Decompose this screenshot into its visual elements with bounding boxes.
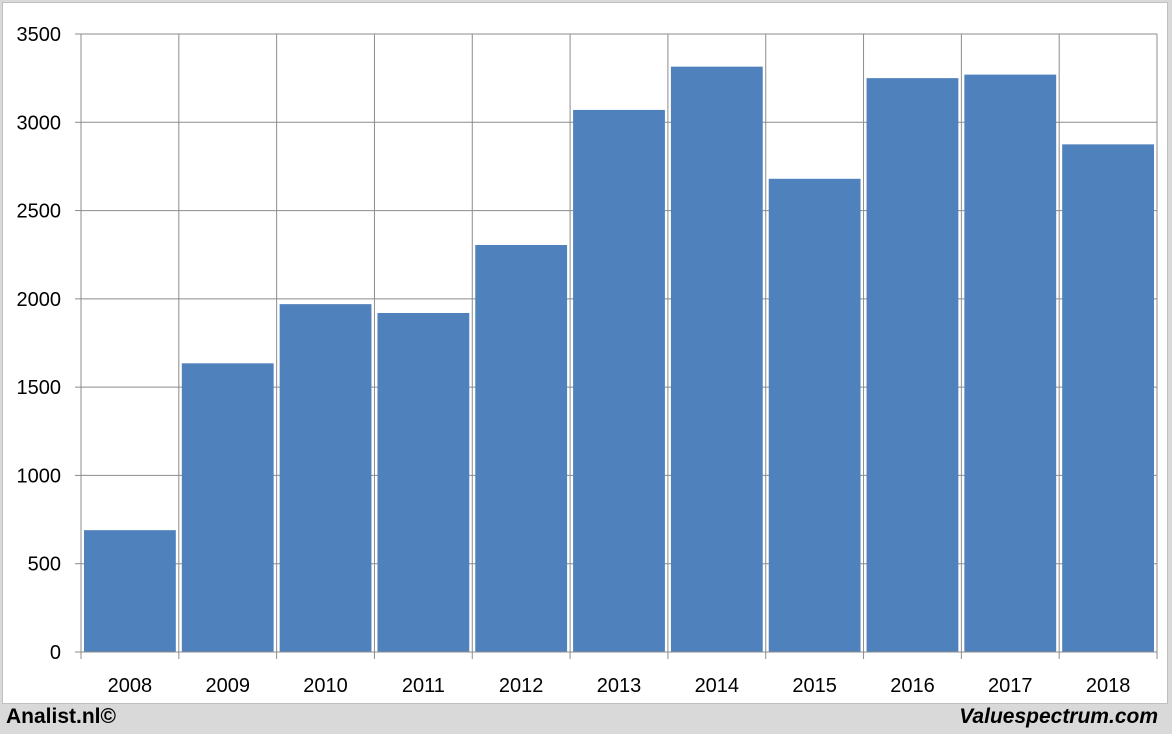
footer-source-left: Analist.nl© bbox=[6, 705, 116, 728]
axes bbox=[75, 33, 1158, 659]
x-tick-label: 2016 bbox=[890, 675, 935, 697]
y-tick-label: 1500 bbox=[17, 377, 62, 399]
bar-2010 bbox=[279, 304, 372, 652]
x-tick-label: 2009 bbox=[205, 675, 250, 697]
x-tick-label: 2015 bbox=[792, 675, 837, 697]
y-tick-label: 0 bbox=[50, 642, 61, 664]
x-tick-label: 2010 bbox=[303, 675, 348, 697]
x-tick-label: 2017 bbox=[988, 675, 1033, 697]
y-tick-label: 1000 bbox=[17, 465, 62, 487]
bar-2018 bbox=[1062, 144, 1154, 652]
y-tick-label: 3500 bbox=[17, 24, 62, 46]
y-tick-label: 2000 bbox=[17, 289, 62, 311]
x-tick-label: 2008 bbox=[108, 675, 153, 697]
x-tick-label: 2012 bbox=[499, 675, 544, 697]
bar-2017 bbox=[964, 74, 1057, 652]
bar-2015 bbox=[768, 178, 861, 652]
y-tick-label: 2500 bbox=[17, 201, 62, 223]
bar-2009 bbox=[181, 363, 274, 652]
bar-2011 bbox=[377, 312, 470, 652]
y-tick-labels: 0 500 1000 1500 2000 2500 3000 3500 bbox=[17, 24, 62, 664]
bar-2008 bbox=[84, 530, 176, 652]
bar-2016 bbox=[866, 78, 959, 652]
x-tick-labels: 2008 2009 2010 2011 2012 2013 2014 2015 2016 2017… bbox=[108, 675, 1131, 697]
x-tick-label: 2011 bbox=[402, 675, 445, 697]
bar-2012 bbox=[475, 245, 568, 652]
bar-2013 bbox=[573, 109, 665, 652]
x-tick-label: 2018 bbox=[1086, 675, 1131, 697]
y-tick-label: 500 bbox=[28, 554, 61, 576]
x-tick-label: 2013 bbox=[597, 675, 642, 697]
bar-2014 bbox=[670, 66, 763, 652]
x-tick-label: 2014 bbox=[695, 675, 740, 697]
y-tick-label: 3000 bbox=[17, 112, 62, 134]
footer-source-right: Valuespectrum.com bbox=[959, 705, 1158, 728]
bars bbox=[84, 66, 1154, 652]
